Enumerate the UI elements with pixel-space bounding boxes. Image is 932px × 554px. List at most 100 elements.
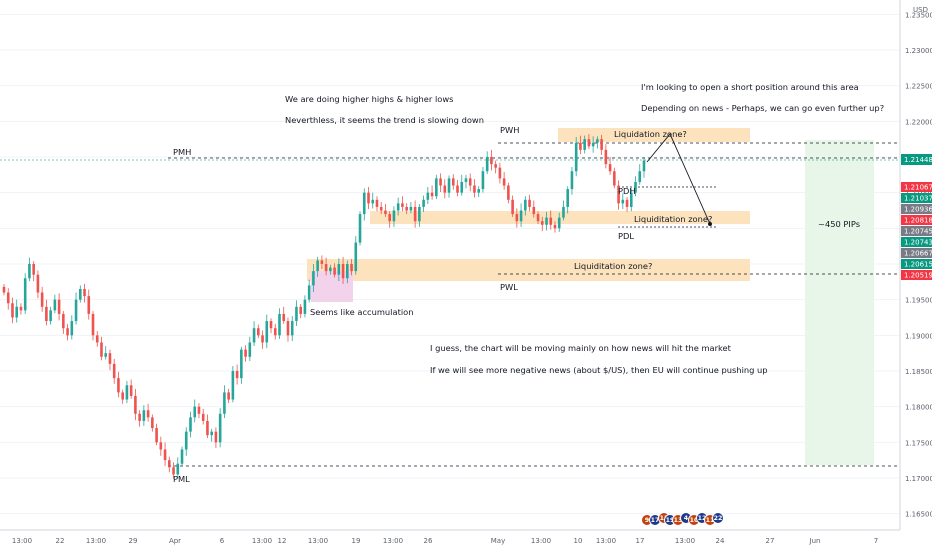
candle <box>524 196 527 216</box>
note-news-impact: I guess, the chart will be moving mainly… <box>430 343 732 353</box>
candle <box>278 308 281 339</box>
candle <box>401 196 404 212</box>
currency-label: USD <box>913 6 928 14</box>
candle <box>367 186 370 210</box>
time-tick-label: Jun <box>809 537 821 545</box>
price-tag: 1.20519 <box>901 270 932 280</box>
time-tick-label: 13:00 <box>675 537 695 545</box>
candle <box>477 186 481 197</box>
accumulation-label: Seems like accumulation <box>310 307 413 317</box>
candle <box>172 462 175 479</box>
candle <box>468 173 472 192</box>
candle <box>485 151 489 175</box>
candle <box>435 174 438 200</box>
svg-text:19: 19 <box>666 517 675 524</box>
candle <box>443 179 447 199</box>
pips-label: ~450 PIPs <box>818 219 860 229</box>
candle <box>608 157 612 175</box>
candle <box>307 279 311 303</box>
candle <box>57 293 61 321</box>
candle <box>418 204 421 227</box>
svg-text:22: 22 <box>714 515 723 522</box>
candle <box>129 379 133 399</box>
candle <box>579 135 582 155</box>
candle <box>451 174 455 190</box>
svg-text:10: 10 <box>690 517 699 524</box>
price-tag: 1.21067 <box>901 182 932 192</box>
candle <box>316 256 319 277</box>
candle <box>519 203 523 227</box>
candle <box>392 206 396 227</box>
candle <box>536 211 540 225</box>
svg-text:1.21067: 1.21067 <box>904 184 932 192</box>
time-tick-label: 19 <box>352 537 361 545</box>
candle <box>324 257 328 276</box>
price-tag: 1.20936 <box>901 204 932 214</box>
candle <box>159 436 163 456</box>
event-badge[interactable]: 22 <box>712 512 724 524</box>
candle <box>545 211 548 231</box>
candle <box>240 346 243 384</box>
candles <box>2 134 646 479</box>
candle <box>358 211 362 246</box>
candle <box>388 211 391 228</box>
candle <box>604 144 608 169</box>
time-tick-label: 24 <box>716 537 725 545</box>
candle <box>379 201 383 215</box>
candle <box>549 210 553 230</box>
candle <box>206 414 209 439</box>
candle <box>193 399 197 423</box>
time-tick-label: 13:00 <box>252 537 272 545</box>
time-axis[interactable]: 13:00 22 13:00 29 Apr 6 13:00 12 13:00 19 13:00 26 M… <box>12 537 878 545</box>
candle <box>155 423 158 446</box>
current-price-tag: 1.21448 <box>901 154 932 165</box>
candle <box>197 403 201 419</box>
candle <box>15 299 19 323</box>
svg-text:1.20745: 1.20745 <box>904 228 932 236</box>
price-tag: 1.20818 <box>901 215 932 225</box>
candle <box>45 299 48 326</box>
candle <box>362 188 366 221</box>
candle <box>460 174 464 196</box>
candle <box>53 294 57 314</box>
candle <box>464 174 468 189</box>
candle <box>299 303 302 319</box>
candle <box>371 192 375 209</box>
projection-end-marker <box>708 222 712 226</box>
candle <box>613 167 616 189</box>
candle <box>528 194 531 212</box>
liquidation-zone-low <box>307 259 750 281</box>
projection-path <box>646 133 711 225</box>
candle <box>642 157 646 178</box>
candle <box>621 193 625 210</box>
candle <box>430 185 434 200</box>
time-tick-label: 6 <box>220 537 225 545</box>
svg-text:1.20667: 1.20667 <box>904 250 932 258</box>
note-depending-news: Depending on news - Perhaps, we can go e… <box>641 103 884 113</box>
candle <box>405 203 408 215</box>
price-tick-label: 1.18000 <box>905 404 932 412</box>
candle <box>40 286 44 312</box>
candle <box>257 324 260 339</box>
price-tick-label: 1.19500 <box>905 297 932 305</box>
price-tick-label: 1.22500 <box>905 83 932 91</box>
candle <box>333 263 336 278</box>
candle <box>184 427 188 456</box>
candle <box>282 306 286 324</box>
svg-text:1.20818: 1.20818 <box>904 217 932 225</box>
candle <box>570 166 574 195</box>
candle <box>125 380 129 404</box>
time-tick-label: 13:00 <box>86 537 106 545</box>
pwh-label: PWH <box>500 125 519 135</box>
price-tick-label: 1.17500 <box>905 439 932 447</box>
time-tick-label: May <box>491 537 505 545</box>
candle <box>261 330 264 349</box>
svg-text:12: 12 <box>698 515 707 522</box>
zone-top-label: Liquidation zone? <box>614 129 687 139</box>
price-tick-label: 1.18500 <box>905 368 932 376</box>
candle <box>117 371 120 398</box>
candle <box>2 283 6 296</box>
zone-low-label: Liquiditation zone? <box>574 261 652 271</box>
